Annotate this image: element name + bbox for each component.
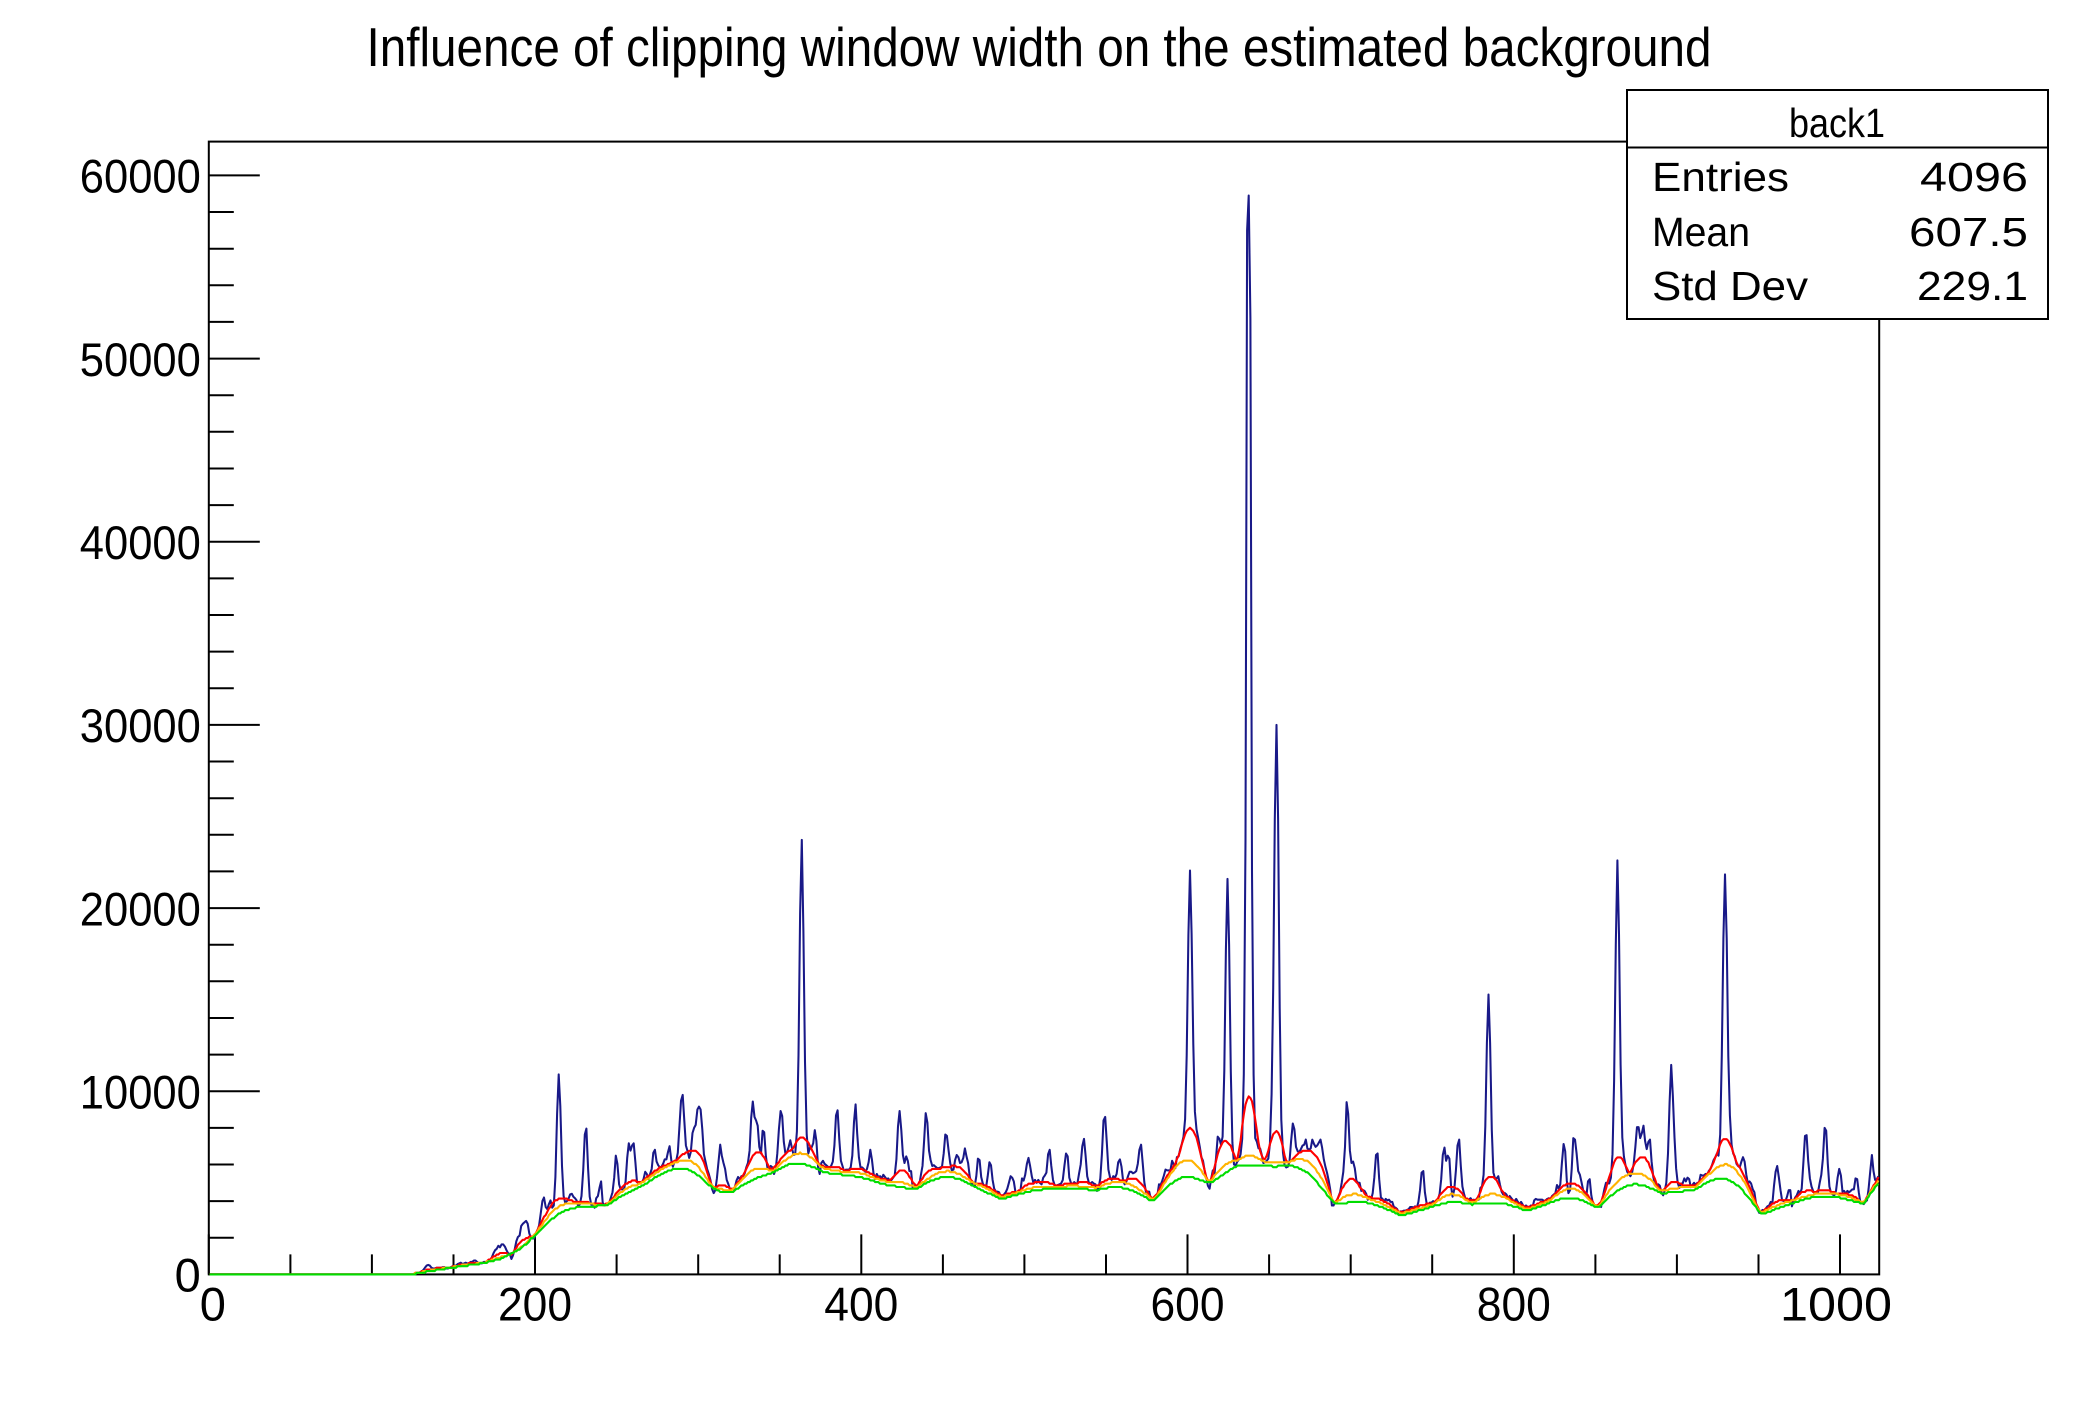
svg-text:20000: 20000 — [80, 882, 201, 935]
svg-text:0: 0 — [175, 1249, 201, 1302]
svg-text:Mean: Mean — [1652, 209, 1750, 255]
svg-text:0: 0 — [200, 1278, 226, 1331]
svg-text:Influence of clipping window w: Influence of clipping window width on th… — [367, 16, 1712, 78]
svg-text:Std Dev: Std Dev — [1652, 263, 1809, 309]
svg-text:Entries: Entries — [1652, 154, 1789, 200]
svg-text:50000: 50000 — [80, 333, 201, 386]
svg-text:4096: 4096 — [1920, 154, 2028, 200]
svg-text:30000: 30000 — [80, 699, 201, 752]
svg-text:60000: 60000 — [80, 150, 201, 203]
svg-text:600: 600 — [1151, 1278, 1225, 1331]
svg-text:800: 800 — [1477, 1278, 1551, 1331]
svg-text:10000: 10000 — [80, 1065, 201, 1118]
svg-text:back1: back1 — [1789, 100, 1885, 146]
svg-text:1000: 1000 — [1780, 1278, 1892, 1331]
svg-text:400: 400 — [824, 1278, 898, 1331]
svg-text:40000: 40000 — [80, 516, 201, 569]
svg-text:229.1: 229.1 — [1917, 263, 2028, 309]
svg-text:607.5: 607.5 — [1909, 209, 2028, 255]
svg-text:200: 200 — [498, 1278, 572, 1331]
